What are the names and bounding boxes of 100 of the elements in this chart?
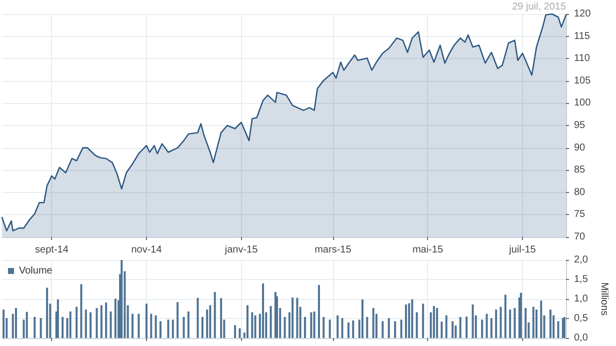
bar: [422, 304, 424, 338]
bar: [481, 320, 484, 338]
y-tick-label: 2,0: [574, 254, 588, 266]
bar: [549, 310, 552, 338]
bar: [304, 316, 306, 338]
bar: [284, 316, 286, 338]
bar: [495, 310, 498, 338]
bar: [440, 322, 443, 338]
bar: [14, 308, 17, 338]
bar: [486, 314, 488, 338]
bar: [500, 306, 502, 338]
bar: [176, 302, 179, 338]
bar: [262, 283, 264, 338]
bar: [132, 314, 134, 338]
bar: [26, 312, 28, 338]
bar: [524, 308, 527, 338]
bar: [322, 316, 325, 338]
bar: [310, 312, 312, 338]
text: 29 juil, 2015: [512, 2, 566, 12]
bar: [388, 318, 390, 338]
bar: [318, 284, 320, 338]
bar: [504, 294, 506, 338]
bar: [56, 299, 59, 338]
bar: [328, 320, 331, 338]
y-tick-label: 100: [574, 98, 592, 109]
bar: [251, 312, 254, 338]
bar: [472, 304, 474, 338]
bar: [347, 322, 350, 338]
bar: [105, 302, 108, 338]
bar: [201, 316, 204, 338]
y-tick-label: 110: [574, 53, 590, 64]
y-tick-label: 75: [574, 209, 586, 220]
bar: [80, 284, 82, 338]
bar: [214, 292, 216, 338]
bar: [520, 292, 522, 338]
y-tick-label: 0,5: [574, 313, 588, 324]
bar: [110, 311, 112, 338]
bar: [400, 320, 402, 338]
bar: [557, 321, 560, 338]
bar: [296, 298, 298, 338]
bar: [238, 328, 241, 338]
bar: [145, 304, 148, 338]
bar: [62, 316, 64, 338]
bar: [138, 314, 140, 338]
bar: [84, 310, 87, 338]
bar: [404, 304, 407, 338]
bar: [336, 315, 339, 338]
y-tick-label: 70: [574, 232, 586, 242]
x-tick-label: mai-15: [412, 244, 444, 256]
x-tick-label: janv-15: [224, 244, 258, 256]
bar: [540, 300, 542, 338]
legend-label: Volume: [19, 266, 53, 276]
bar: [182, 316, 185, 338]
bar: [96, 308, 98, 338]
bar: [76, 306, 78, 338]
y-tick-label: 120: [574, 8, 592, 20]
bar: [411, 299, 414, 338]
bar: [120, 260, 123, 338]
y-tick-label: 0,0: [574, 332, 588, 344]
bar: [408, 303, 410, 338]
bar: [361, 299, 364, 338]
y-axis-title: Millions: [598, 282, 610, 316]
bar: [341, 318, 344, 338]
bar: [246, 305, 248, 338]
bar: [234, 325, 236, 338]
y-tick-label: 1,0: [574, 294, 588, 304]
bar: [436, 308, 438, 338]
bar: [167, 320, 170, 338]
bar: [394, 321, 396, 338]
x-tick-label: sept-14: [35, 244, 69, 256]
bar: [196, 298, 199, 338]
bar: [114, 298, 116, 338]
bar: [313, 311, 316, 338]
bar: [432, 306, 435, 338]
y-tick-label: 80: [574, 186, 586, 198]
bar: [100, 305, 102, 338]
bar: [90, 312, 92, 338]
bar: [366, 316, 368, 338]
bar: [209, 305, 212, 338]
bar: [159, 321, 162, 338]
bar: [535, 310, 538, 338]
y-tick-label: 1,5: [574, 274, 588, 285]
y-tick-label: 85: [574, 164, 586, 176]
bar: [452, 321, 454, 338]
bar: [46, 288, 48, 338]
bar: [34, 316, 36, 338]
bar: [276, 296, 278, 338]
bar: [292, 297, 294, 338]
bar: [220, 298, 222, 338]
bar: [40, 318, 42, 338]
bar: [150, 314, 152, 338]
x-tick-label: juil-15: [508, 244, 536, 256]
bar: [254, 315, 256, 338]
y-tick-label: 115: [574, 30, 590, 42]
bar: [466, 316, 468, 338]
bar: [514, 308, 516, 338]
bar: [382, 321, 384, 338]
x-tick-label: mars-15: [314, 244, 352, 256]
y-tick-label: 90: [574, 142, 586, 154]
bar: [270, 306, 272, 338]
